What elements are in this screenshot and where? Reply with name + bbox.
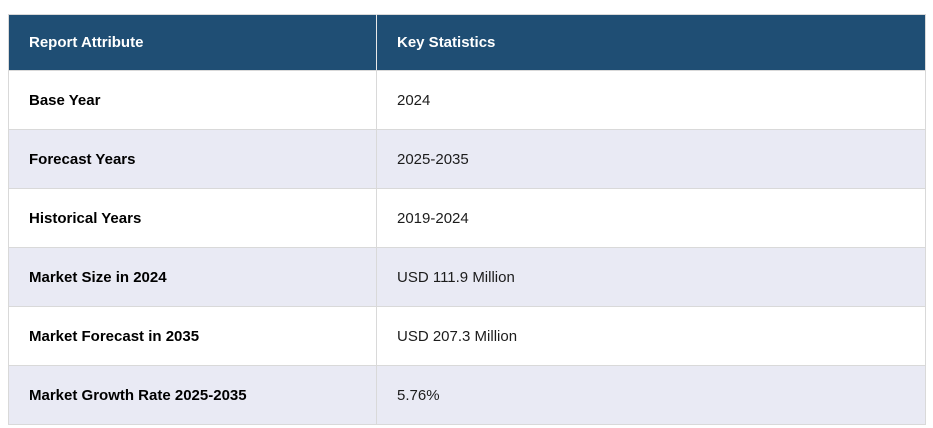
value-cell: USD 207.3 Million	[376, 306, 926, 366]
value-cell: 2025-2035	[376, 129, 926, 189]
column-header-report-attribute: Report Attribute	[8, 14, 377, 71]
value-cell: 2024	[376, 70, 926, 130]
attribute-cell: Historical Years	[8, 188, 377, 248]
column-header-key-statistics: Key Statistics	[376, 14, 926, 71]
value-cell: 2019-2024	[376, 188, 926, 248]
table-body: Base Year 2024 Forecast Years 2025-2035 …	[8, 70, 926, 425]
attribute-cell: Market Growth Rate 2025-2035	[8, 365, 377, 425]
table-row: Market Growth Rate 2025-2035 5.76%	[8, 365, 926, 425]
value-cell: 5.76%	[376, 365, 926, 425]
attribute-cell: Market Forecast in 2035	[8, 306, 377, 366]
value-cell: USD 111.9 Million	[376, 247, 926, 307]
attribute-cell: Forecast Years	[8, 129, 377, 189]
table-row: Market Size in 2024 USD 111.9 Million	[8, 247, 926, 307]
table-row: Market Forecast in 2035 USD 207.3 Millio…	[8, 306, 926, 366]
report-statistics-table: Report Attribute Key Statistics Base Yea…	[8, 14, 926, 425]
attribute-cell: Market Size in 2024	[8, 247, 377, 307]
table-row: Historical Years 2019-2024	[8, 188, 926, 248]
table-header: Report Attribute Key Statistics	[8, 14, 926, 71]
table-row: Forecast Years 2025-2035	[8, 129, 926, 189]
header-row: Report Attribute Key Statistics	[8, 14, 926, 71]
report-statistics-table-container: Report Attribute Key Statistics Base Yea…	[8, 14, 926, 425]
attribute-cell: Base Year	[8, 70, 377, 130]
table-row: Base Year 2024	[8, 70, 926, 130]
